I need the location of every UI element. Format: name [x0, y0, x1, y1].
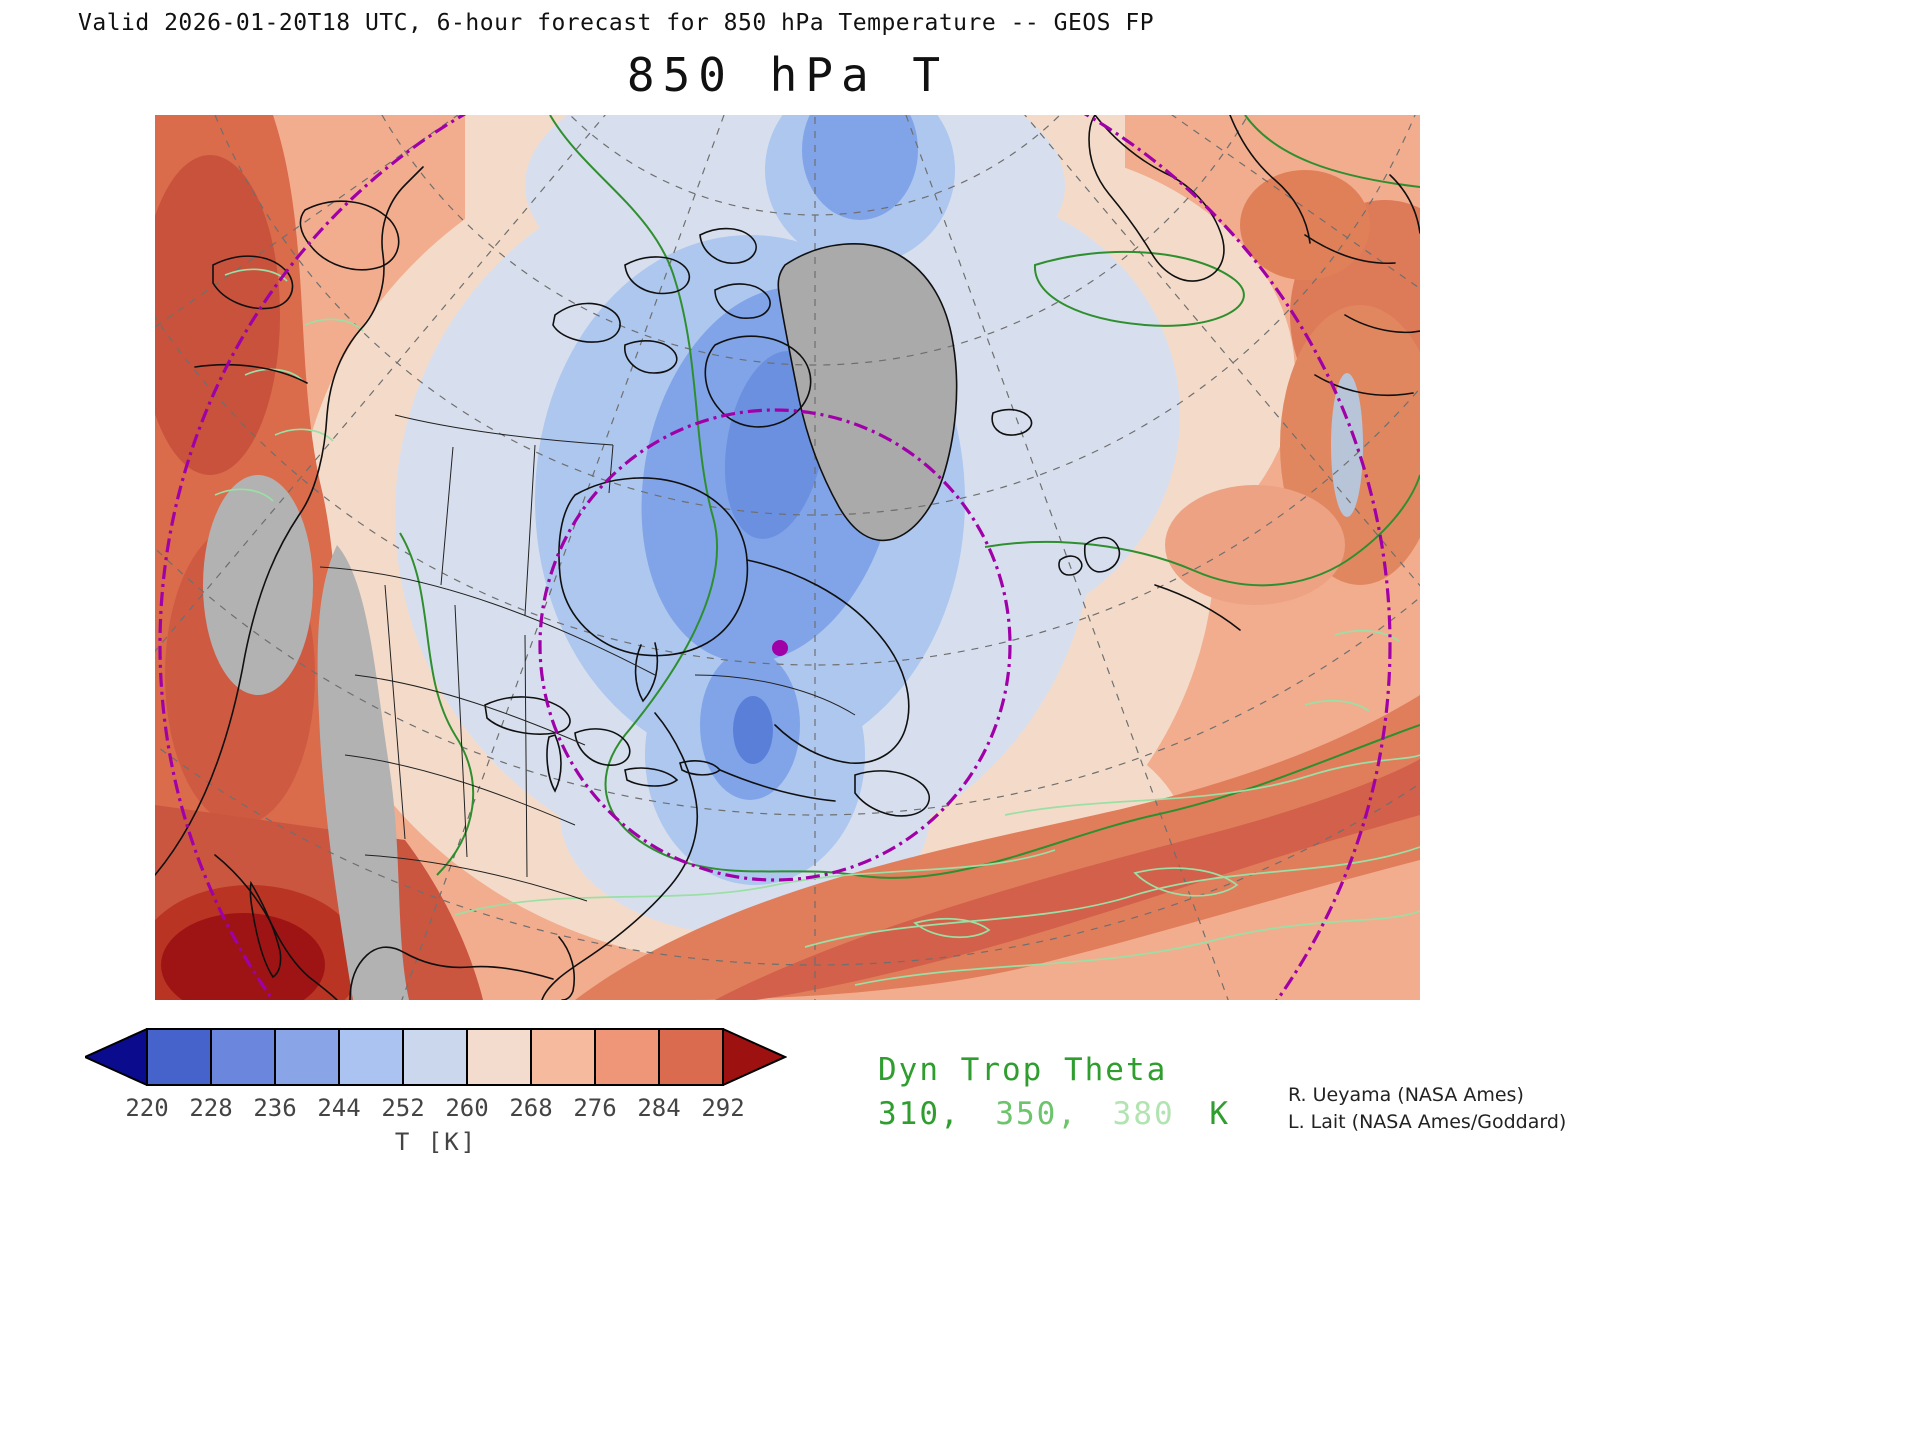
- colorbar-segment: [594, 1028, 660, 1086]
- theta-legend: Dyn Trop Theta 310, 350, 380 K: [878, 1052, 1298, 1132]
- theta-level-350: 350,: [995, 1096, 1078, 1132]
- colorbar-segment: [530, 1028, 596, 1086]
- inner-range-ring: [538, 408, 1012, 882]
- map-frame: [155, 115, 1420, 1000]
- colorbar-segment: [338, 1028, 404, 1086]
- colorbar-under-arrow: [82, 1027, 148, 1087]
- theta-legend-title: Dyn Trop Theta: [878, 1052, 1168, 1088]
- terrain-gray-mask: [203, 243, 1363, 1000]
- map: [155, 115, 1420, 1000]
- valid-time-line: Valid 2026-01-20T18 UTC, 6-hour forecast…: [78, 10, 1155, 36]
- colorbar-tick: 276: [573, 1094, 617, 1122]
- coastlines: [155, 115, 1420, 1000]
- colorbar-segment: [402, 1028, 468, 1086]
- colorbar-over-arrow: [722, 1027, 788, 1087]
- colorbar-segment: [658, 1028, 724, 1086]
- colorbar-tick: 292: [701, 1094, 745, 1122]
- colorbar-tick: 244: [317, 1094, 361, 1122]
- credit-line-1: R. Ueyama (NASA Ames): [1288, 1084, 1524, 1106]
- colorbar-segment: [466, 1028, 532, 1086]
- colorbar-tick: 228: [189, 1094, 233, 1122]
- credits: R. Ueyama (NASA Ames) L. Lait (NASA Ames…: [1288, 1082, 1566, 1136]
- colorbar-tick: 236: [253, 1094, 297, 1122]
- colorbar-tick: 252: [381, 1094, 425, 1122]
- outer-range-ring: [158, 115, 1392, 1000]
- theta-units-k: K: [1209, 1096, 1230, 1132]
- colorbar-tick: 284: [637, 1094, 681, 1122]
- colorbar-segment: [210, 1028, 276, 1086]
- credit-line-2: L. Lait (NASA Ames/Goddard): [1288, 1111, 1567, 1133]
- colorbar-ticks: 220 228 236 244 252 260 268 276 284 292: [85, 1094, 787, 1124]
- range-rings: [158, 115, 1392, 1000]
- colorbar-segment: [274, 1028, 340, 1086]
- state-borders: [319, 414, 856, 902]
- colorbar-tick: 220: [125, 1094, 169, 1122]
- theta-contours-light: [214, 268, 1420, 986]
- colorbar: 220 228 236 244 252 260 268 276 284 292 …: [82, 1027, 788, 1158]
- colorbar-axis-label: T [K]: [394, 1128, 478, 1156]
- theta-level-380: 380: [1112, 1096, 1175, 1132]
- colorbar-tick: 268: [509, 1094, 553, 1122]
- page-title: 850 hPa T: [626, 48, 949, 102]
- colorbar-segment: [146, 1028, 212, 1086]
- theta-legend-values: 310, 350, 380 K: [878, 1096, 1298, 1132]
- colorbar-swatches: [82, 1027, 788, 1087]
- colorbar-tick: 260: [445, 1094, 489, 1122]
- dyn-trop-theta-contours: [399, 115, 1420, 879]
- center-marker-dot: [772, 640, 788, 656]
- theta-level-310: 310,: [878, 1096, 961, 1132]
